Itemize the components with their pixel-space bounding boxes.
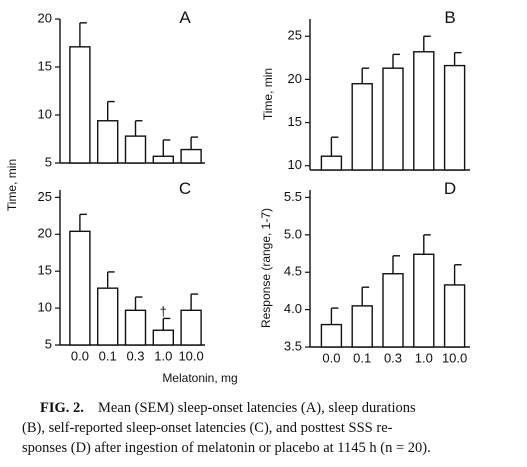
y-tick-label: 25 bbox=[288, 28, 302, 43]
y-tick-label: 20 bbox=[38, 226, 52, 241]
x-tick-label: 0.0 bbox=[322, 350, 340, 365]
y-tick-label: 5 bbox=[45, 154, 52, 169]
panel-title: A bbox=[179, 8, 191, 27]
y-tick-label: 10 bbox=[38, 300, 52, 315]
y-tick-label: 15 bbox=[288, 114, 302, 129]
y-tick-label: 20 bbox=[38, 10, 52, 25]
x-axis-label: Melatonin, mg bbox=[162, 371, 237, 385]
y-tick-label: 4.0 bbox=[284, 301, 302, 316]
panel-title: D bbox=[444, 179, 456, 198]
panel-title: C bbox=[179, 179, 191, 198]
y-tick-label: 3.5 bbox=[284, 338, 302, 353]
bar bbox=[180, 148, 202, 164]
bar bbox=[443, 64, 466, 171]
annotation: † bbox=[160, 304, 167, 319]
bar bbox=[180, 309, 202, 346]
y-tick-label: 25 bbox=[38, 189, 52, 204]
bar bbox=[382, 67, 404, 171]
x-tick-label: 0.3 bbox=[384, 350, 402, 365]
y-tick-label: 4.5 bbox=[284, 264, 302, 279]
bar bbox=[96, 120, 119, 164]
bar bbox=[320, 323, 343, 348]
bar bbox=[413, 51, 435, 171]
bar bbox=[124, 135, 147, 164]
x-tick-label: 0.0 bbox=[71, 348, 89, 363]
y-axis-label: Time, min bbox=[5, 159, 19, 211]
bar bbox=[69, 46, 91, 164]
caption-line: Mean (SEM) sleep-onset latencies (A), sl… bbox=[98, 400, 416, 416]
x-tick-label: 10.0 bbox=[442, 350, 467, 365]
bar bbox=[152, 329, 175, 346]
bar bbox=[96, 287, 119, 346]
bar bbox=[69, 230, 91, 346]
bar bbox=[351, 83, 373, 171]
y-tick-label: 15 bbox=[38, 58, 52, 73]
panel-title: B bbox=[444, 8, 455, 27]
bar bbox=[382, 273, 404, 348]
bar bbox=[351, 305, 373, 348]
bar bbox=[124, 309, 147, 346]
y-tick-label: 20 bbox=[288, 71, 302, 86]
y-tick-label: 10 bbox=[38, 106, 52, 121]
y-tick-label: 10 bbox=[288, 157, 302, 172]
x-tick-label: 0.1 bbox=[99, 348, 117, 363]
y-tick-label: 5.5 bbox=[284, 189, 302, 204]
bar bbox=[152, 155, 175, 164]
x-tick-label: 0.1 bbox=[353, 350, 371, 365]
bar bbox=[320, 155, 343, 171]
caption-label: FIG. 2. bbox=[40, 400, 84, 416]
bar bbox=[443, 284, 466, 348]
y-tick-label: 5.0 bbox=[284, 226, 302, 241]
y-axis-label: Response (range, 1-7) bbox=[259, 208, 273, 328]
y-axis-label: Time, min bbox=[261, 68, 275, 120]
x-tick-label: 1.0 bbox=[154, 348, 172, 363]
x-tick-label: 1.0 bbox=[415, 350, 433, 365]
bar bbox=[413, 253, 435, 348]
caption-line: (B), self-reported sleep-onset latencies… bbox=[22, 420, 393, 436]
y-tick-label: 5 bbox=[45, 336, 52, 351]
caption-line: sponses (D) after ingestion of melatonin… bbox=[22, 440, 431, 456]
x-tick-label: 0.3 bbox=[126, 348, 144, 363]
x-tick-label: 10.0 bbox=[178, 348, 203, 363]
y-tick-label: 15 bbox=[38, 263, 52, 278]
